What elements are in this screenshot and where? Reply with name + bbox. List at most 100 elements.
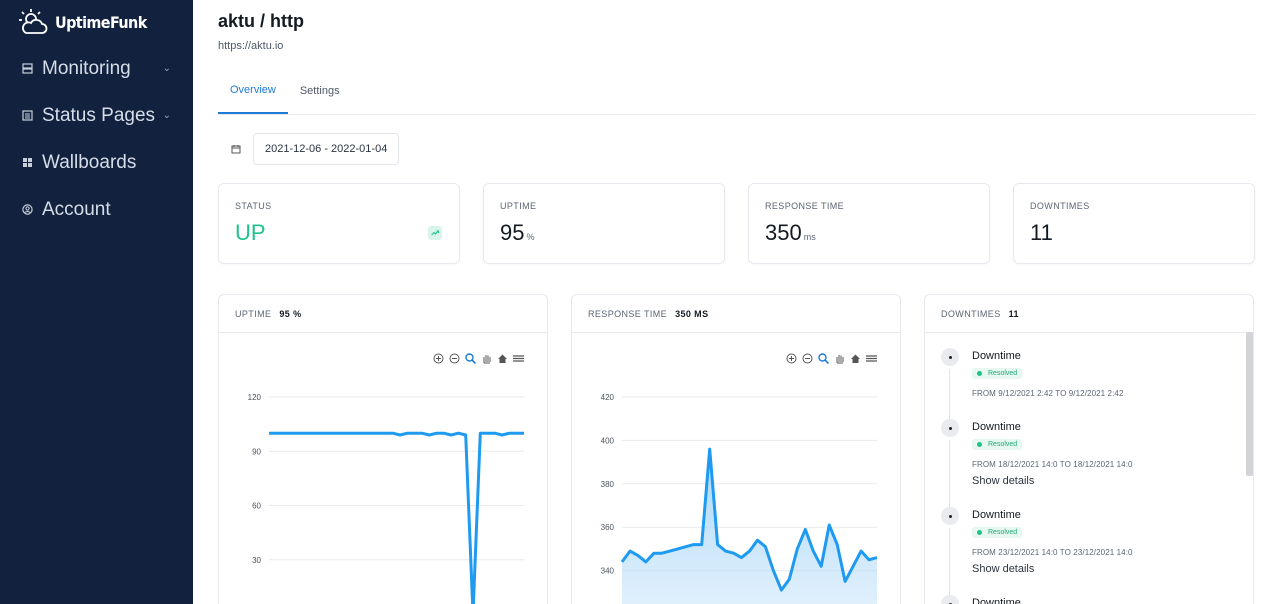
uptime-line-chart: 030609012006 Dec11 Dec16 Dec21 Dec26 Dec… (248, 393, 524, 604)
panel-value: 11 (1008, 308, 1019, 319)
response-value: 350 ms (765, 220, 973, 246)
series-line (269, 431, 524, 604)
y-tick-label: 60 (252, 502, 261, 511)
downtime-range: FROM 23/12/2021 14:0 TO 23/12/2021 14:0 (972, 548, 1133, 557)
status-value: UP (235, 220, 266, 245)
stat-card-response-time: RESPONSE TIME 350 ms (748, 183, 990, 264)
timeline-connector (949, 528, 950, 598)
downtimes-panel: DOWNTIMES 11 Downtime Resolved FROM 9/12… (924, 294, 1254, 604)
downtime-title: Downtime (972, 597, 1021, 604)
sidebar-item-monitoring[interactable]: Monitoring ⌄ (0, 45, 193, 92)
zoom-select-icon[interactable] (817, 352, 830, 365)
stat-cards: STATUS UP UPTIME 95% RESPONSE TIME 350 ms… (218, 183, 1255, 264)
calendar-icon[interactable] (218, 133, 253, 165)
sidebar-item-label: Account (42, 198, 111, 220)
main-content: aktu / http https://aktu.io Overview Set… (193, 0, 1280, 604)
downtime-range: FROM 18/12/2021 14:0 TO 18/12/2021 14:0 (972, 460, 1133, 469)
sidebar-item-label: Status Pages (42, 104, 156, 126)
panels: UPTIME 95 % 030609012006 Dec11 Dec16 Dec… (218, 294, 1255, 604)
trending-up-icon (428, 226, 442, 240)
y-tick-label: 30 (252, 556, 261, 565)
zoom-select-icon[interactable] (464, 352, 477, 365)
downtime-title: Downtime (972, 350, 1021, 362)
status-badge: Resolved (972, 527, 1023, 538)
menu-icon[interactable] (865, 352, 878, 365)
resolved-dot-icon (977, 371, 982, 376)
list-icon (22, 110, 33, 121)
stat-label: RESPONSE TIME (765, 201, 845, 211)
cloud-sun-icon (19, 9, 48, 34)
stat-card-uptime: UPTIME 95% (483, 183, 725, 264)
zoom-out-icon[interactable] (801, 352, 814, 365)
response-time-area-chart: 32034036038040042006 Dec11 Dec16 Dec21 D… (601, 393, 878, 604)
zoom-in-icon[interactable] (785, 352, 798, 365)
downtime-range: FROM 9/12/2021 2:42 TO 9/12/2021 2:42 (972, 389, 1124, 398)
tab-settings[interactable]: Settings (299, 85, 340, 97)
sidebar-item-wallboards[interactable]: Wallboards (0, 139, 193, 186)
monitor-url: https://aktu.io (218, 40, 284, 52)
stat-card-downtimes: DOWNTIMES 11 (1013, 183, 1255, 264)
panel-title: DOWNTIMES (941, 308, 1001, 319)
panel-header: DOWNTIMES 11 (925, 295, 1253, 333)
sidebar-item-label: Wallboards (42, 151, 137, 173)
chart-toolbar (785, 352, 878, 365)
timeline-dot-icon (941, 507, 959, 525)
uptime-value: 95% (500, 220, 708, 246)
area-fill (622, 449, 877, 604)
panel-value: 350 MS (675, 308, 709, 319)
resolved-dot-icon (977, 442, 982, 447)
timeline-dot-icon (941, 595, 959, 604)
timeline-dot-icon (941, 348, 959, 366)
chart-toolbar (432, 352, 525, 365)
downtime-timeline: Downtime Resolved FROM 9/12/2021 2:42 TO… (941, 343, 1243, 604)
date-range-picker[interactable]: 2021-12-06 - 2022-01-04 (253, 133, 400, 165)
stat-label: STATUS (235, 201, 272, 211)
zoom-out-icon[interactable] (448, 352, 461, 365)
uptime-number: 95 (500, 220, 525, 245)
panel-title: RESPONSE TIME (588, 308, 668, 319)
list-item: Downtime Resolved FROM 9/12/2021 2:42 TO… (941, 343, 1243, 421)
timeline-connector (949, 440, 950, 510)
tab-overview[interactable]: Overview (218, 68, 288, 114)
sidebar-item-status-pages[interactable]: Status Pages ⌄ (0, 92, 193, 139)
sidebar: UptimeFunk Monitoring ⌄ Status Pages ⌄ W… (0, 0, 193, 604)
downtimes-value: 11 (1030, 220, 1053, 245)
list-item: Downtime Resolved FROM 18/12/2021 14:0 T… (941, 414, 1243, 510)
page-title: aktu / http (218, 11, 304, 31)
list-item: Downtime (941, 590, 1243, 604)
timeline-dot-icon (941, 419, 959, 437)
panel-title: UPTIME (235, 308, 272, 319)
y-tick-label: 420 (601, 393, 615, 402)
status-badge-label: Resolved (988, 529, 1018, 536)
stat-card-status: STATUS UP (218, 183, 460, 264)
menu-icon[interactable] (512, 352, 525, 365)
timeline-connector (949, 369, 950, 421)
uptime-unit: % (526, 232, 535, 242)
y-tick-label: 360 (601, 523, 615, 532)
brand-logo[interactable]: UptimeFunk (0, 0, 193, 44)
pan-hand-icon[interactable] (833, 352, 846, 365)
show-details-link[interactable]: Show details (972, 563, 1035, 575)
y-tick-label: 340 (601, 567, 615, 576)
server-icon (22, 63, 33, 74)
response-time-chart-panel: RESPONSE TIME 350 MS 3203403603804004200… (571, 294, 901, 604)
response-unit: ms (803, 232, 816, 242)
status-badge: Resolved (972, 439, 1023, 450)
zoom-in-icon[interactable] (432, 352, 445, 365)
scrollbar[interactable] (1246, 332, 1253, 476)
panel-value: 95 % (279, 308, 302, 319)
y-tick-label: 90 (252, 447, 261, 456)
y-tick-label: 400 (601, 436, 615, 445)
home-reset-icon[interactable] (849, 352, 862, 365)
panel-header: RESPONSE TIME 350 MS (572, 295, 900, 333)
series-line (620, 447, 878, 592)
sidebar-item-account[interactable]: Account (0, 186, 193, 233)
sidebar-item-label: Monitoring (42, 57, 131, 79)
home-reset-icon[interactable] (496, 352, 509, 365)
list-item: Downtime Resolved FROM 23/12/2021 14:0 T… (941, 502, 1243, 598)
uptime-chart-panel: UPTIME 95 % 030609012006 Dec11 Dec16 Dec… (218, 294, 548, 604)
date-filter: 2021-12-06 - 2022-01-04 (218, 133, 1255, 165)
show-details-link[interactable]: Show details (972, 475, 1035, 487)
pan-hand-icon[interactable] (480, 352, 493, 365)
